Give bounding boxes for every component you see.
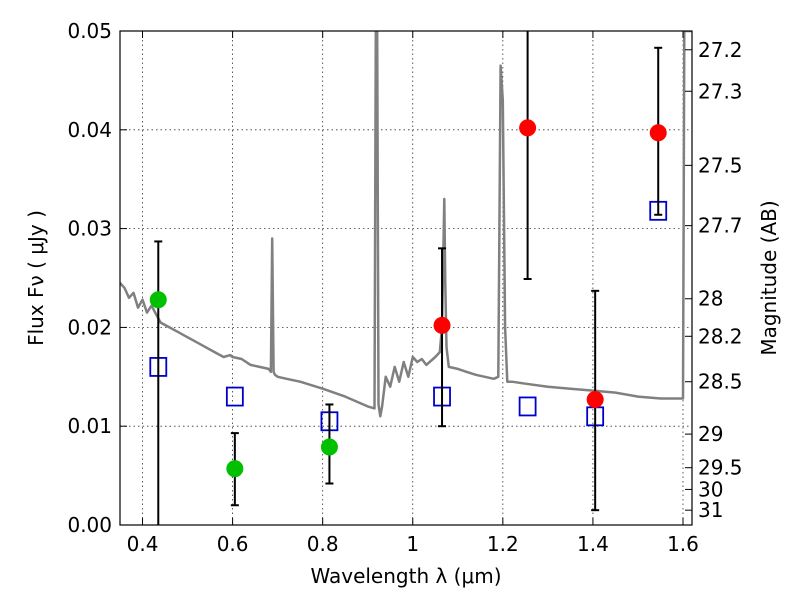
right-tick-label: 29.5	[698, 456, 743, 480]
right-tick-label: 27.3	[698, 79, 743, 103]
x-tick-label: 0.4	[127, 532, 159, 556]
x-tick-label: 1	[406, 532, 419, 556]
plot-frame	[119, 30, 693, 526]
detections-infrared-point	[586, 391, 604, 409]
right-tick-label: 31	[698, 498, 723, 522]
x-axis-label: Wavelength λ (μm)	[310, 564, 501, 588]
x-tick-label: 1.2	[487, 532, 519, 556]
right-tick-label: 28.5	[698, 370, 743, 394]
right-tick-label: 28.2	[698, 324, 743, 348]
tick-labels: 0.4 0.6 0.8 1 1.2 1.4 1.6 0.00 0.01 0.02 0.03 0.04 0…	[67, 19, 742, 556]
detections-optical-point	[226, 460, 244, 478]
y-tick-label: 0.05	[67, 19, 112, 43]
detections-infrared-point	[433, 316, 451, 334]
spectrum-line	[120, 31, 692, 418]
right-tick-label: 29	[698, 422, 723, 446]
x-tick-label: 1.6	[667, 532, 699, 556]
model-spectrum	[120, 31, 692, 418]
detections-infrared-point	[519, 119, 537, 137]
right-tick-label: 30	[698, 477, 723, 501]
detections-infrared-point	[649, 124, 667, 142]
x-tick-label: 0.8	[307, 532, 339, 556]
y-tick-label: 0.02	[67, 315, 112, 339]
error-bars	[154, 31, 663, 525]
x-tick-label: 1.4	[577, 532, 609, 556]
detections-optical-point	[149, 291, 167, 309]
grid	[120, 30, 692, 526]
detection-points	[149, 119, 667, 478]
y-tick-label: 0.04	[67, 118, 112, 142]
model-photometry-point	[518, 396, 537, 417]
right-tick-label: 28	[698, 287, 723, 311]
right-tick-label: 27.5	[698, 153, 743, 177]
y-tick-label: 0.00	[67, 513, 112, 537]
ticks	[120, 30, 692, 526]
y-axis-label: Flux Fν ( μJy )	[24, 210, 48, 346]
y-tick-label: 0.01	[67, 414, 112, 438]
x-tick-label: 0.6	[217, 532, 249, 556]
right-tick-label: 27.2	[698, 38, 743, 62]
right-axis-label: Magnitude (AB)	[757, 200, 781, 355]
model-photometry-point	[225, 386, 244, 407]
detections-optical-point	[320, 438, 338, 456]
y-tick-label: 0.03	[67, 217, 112, 241]
right-tick-label: 27.7	[698, 214, 743, 238]
